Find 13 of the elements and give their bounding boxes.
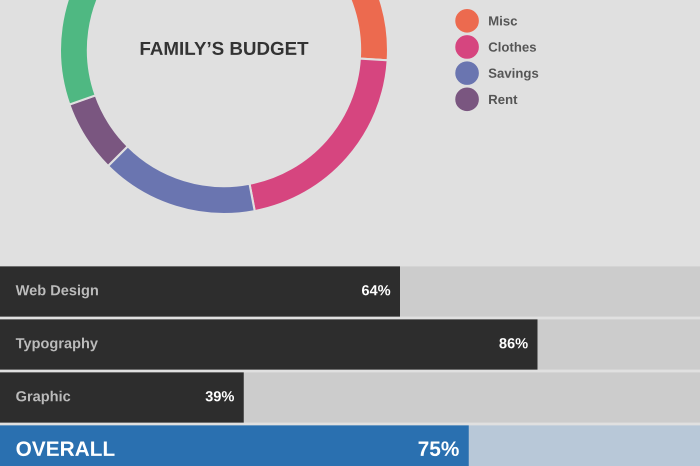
text: FAMILY’S BUDGET xyxy=(140,42,308,56)
y-tick-label: Typography xyxy=(16,338,98,352)
data-label: 75% xyxy=(418,441,459,456)
y-tick-label: OVERALL xyxy=(16,441,115,456)
data-label: 64% xyxy=(362,285,390,296)
legend-label: Rent xyxy=(489,94,518,104)
legend-label: Clothes xyxy=(488,42,536,52)
data-label: 39% xyxy=(206,391,234,402)
legend-label: Savings xyxy=(488,68,538,81)
data-label: 86% xyxy=(499,338,528,348)
y-tick-label: Graphic xyxy=(16,390,70,404)
y-tick-label: Web Design xyxy=(16,284,98,298)
legend-label: Misc xyxy=(489,16,518,26)
